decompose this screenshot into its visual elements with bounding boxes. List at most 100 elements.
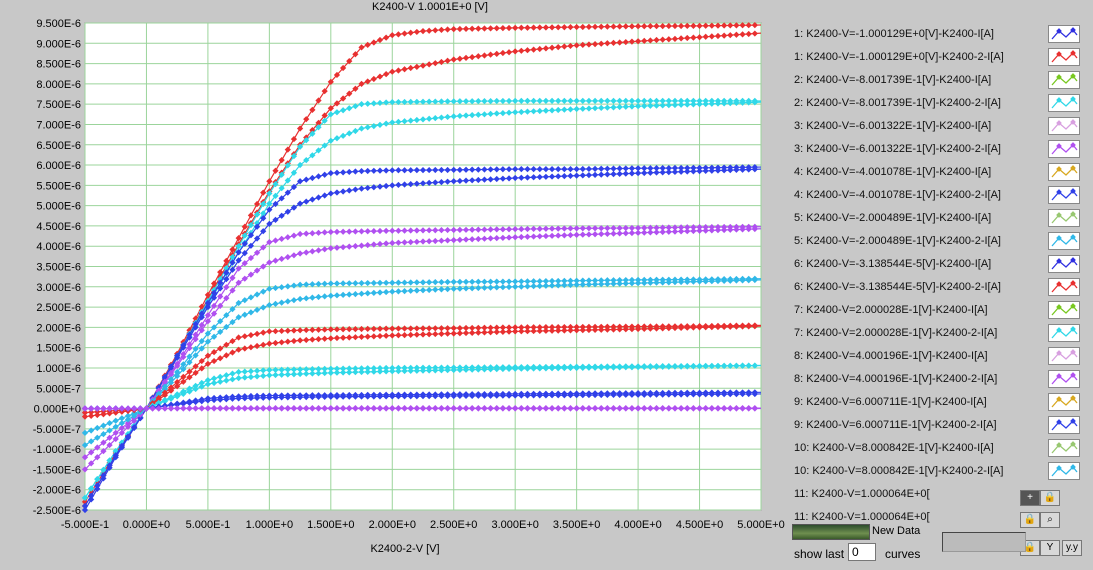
- legend-label: 4: K2400-V=-4.001078E-1[V]-K2400-2-I[A]: [794, 189, 1001, 201]
- legend-item[interactable]: 8: K2400-V=4.000196E-1[V]-K2400-2-I[A]: [790, 369, 1090, 389]
- legend-plot-swatch[interactable]: [1048, 462, 1080, 480]
- data-point: [505, 328, 513, 335]
- legend-item[interactable]: 6: K2400-V=-3.138544E-5[V]-K2400-I[A]: [790, 254, 1090, 274]
- data-point: [210, 349, 218, 356]
- data-point: [383, 288, 390, 296]
- data-point: [210, 294, 218, 301]
- data-point: [462, 285, 470, 292]
- data-point: [290, 282, 298, 289]
- data-point: [481, 284, 488, 291]
- data-point: [634, 325, 642, 333]
- legend-item[interactable]: 2: K2400-V=-8.001739E-1[V]-K2400-2-I[A]: [790, 93, 1090, 113]
- data-point: [462, 236, 470, 243]
- data-point: [413, 279, 420, 286]
- legend-plot-swatch[interactable]: [1048, 439, 1080, 457]
- legend-plot-swatch[interactable]: [1048, 255, 1080, 273]
- y-scale-icon[interactable]: Y: [1040, 540, 1060, 556]
- data-point: [456, 285, 463, 292]
- x-tick-label: 3.500E+0: [553, 519, 600, 531]
- data-point: [481, 176, 488, 183]
- data-point: [634, 38, 642, 45]
- data-point: [253, 342, 261, 350]
- y-tick-label: 5.000E-7: [36, 383, 81, 395]
- zoom-tool-icon[interactable]: ⌕: [1040, 512, 1060, 528]
- crosshair-tool-icon[interactable]: +: [1020, 490, 1040, 506]
- legend-plot-swatch[interactable]: [1048, 163, 1080, 181]
- legend-item[interactable]: 5: K2400-V=-2.000489E-1[V]-K2400-2-I[A]: [790, 231, 1090, 251]
- legend-plot-swatch[interactable]: [1048, 209, 1080, 227]
- legend-item[interactable]: 8: K2400-V=4.000196E-1[V]-K2400-I[A]: [790, 346, 1090, 366]
- data-point: [266, 285, 273, 292]
- data-point: [567, 323, 574, 331]
- data-point: [475, 278, 482, 285]
- legend-item[interactable]: 10: K2400-V=8.000842E-1[V]-K2400-2-I[A]: [790, 461, 1090, 481]
- data-point: [303, 176, 310, 183]
- data-point: [333, 292, 341, 299]
- legend-plot-swatch[interactable]: [1048, 71, 1080, 89]
- legend-plot-swatch[interactable]: [1048, 232, 1080, 250]
- legend-item[interactable]: 4: K2400-V=-4.001078E-1[V]-K2400-2-I[A]: [790, 185, 1090, 205]
- data-point: [327, 326, 334, 333]
- legend-item[interactable]: 9: K2400-V=6.000711E-1[V]-K2400-2-I[A]: [790, 415, 1090, 435]
- legend-plot-swatch[interactable]: [1048, 301, 1080, 319]
- legend-plot-swatch[interactable]: [1048, 324, 1080, 342]
- data-point: [677, 101, 685, 108]
- legend-item[interactable]: 5: K2400-V=-2.000489E-1[V]-K2400-I[A]: [790, 208, 1090, 228]
- data-point: [186, 334, 193, 341]
- legend-plot-swatch[interactable]: [1048, 347, 1080, 365]
- legend-item[interactable]: 10: K2400-V=8.000842E-1[V]-K2400-I[A]: [790, 438, 1090, 458]
- legend-item[interactable]: 3: K2400-V=-6.001322E-1[V]-K2400-I[A]: [790, 116, 1090, 136]
- legend-item[interactable]: 1: K2400-V=-1.000129E+0[V]-K2400-2-I[A]: [790, 47, 1090, 67]
- legend-item[interactable]: 9: K2400-V=6.000711E-1[V]-K2400-I[A]: [790, 392, 1090, 412]
- legend-item[interactable]: 2: K2400-V=-8.001739E-1[V]-K2400-I[A]: [790, 70, 1090, 90]
- legend-item[interactable]: 7: K2400-V=2.000028E-1[V]-K2400-2-I[A]: [790, 323, 1090, 343]
- data-point: [247, 221, 255, 229]
- data-point: [241, 232, 248, 239]
- data-point: [309, 336, 316, 343]
- data-point: [303, 295, 310, 302]
- data-point: [272, 237, 279, 244]
- legend-label: 6: K2400-V=-3.138544E-5[V]-K2400-I[A]: [794, 258, 992, 270]
- legend-plot-swatch[interactable]: [1048, 48, 1080, 66]
- data-point: [364, 279, 371, 287]
- y-format-icon[interactable]: y.y: [1062, 540, 1082, 556]
- data-point: [315, 336, 322, 343]
- data-point: [481, 329, 488, 336]
- legend-plot-swatch[interactable]: [1048, 117, 1080, 135]
- legend-item[interactable]: 4: K2400-V=-4.001078E-1[V]-K2400-I[A]: [790, 162, 1090, 182]
- data-point: [450, 278, 457, 286]
- legend-item[interactable]: 7: K2400-V=2.000028E-1[V]-K2400-I[A]: [790, 300, 1090, 320]
- legend-item[interactable]: 3: K2400-V=-6.001322E-1[V]-K2400-2-I[A]: [790, 139, 1090, 159]
- data-point: [610, 326, 617, 333]
- data-point: [512, 328, 519, 335]
- data-point: [321, 192, 328, 199]
- data-point: [395, 279, 402, 286]
- legend-plot-swatch[interactable]: [1048, 140, 1080, 158]
- data-point: [561, 323, 568, 331]
- plot-title: K2400-V 1.0001E+0 [V]: [372, 1, 488, 13]
- legend-label: 2: K2400-V=-8.001739E-1[V]-K2400-I[A]: [794, 74, 992, 86]
- data-point: [432, 279, 439, 286]
- legend-item[interactable]: 1: K2400-V=-1.000129E+0[V]-K2400-I[A]: [790, 24, 1090, 44]
- data-point: [462, 177, 470, 184]
- y-tick-label: 5.500E-6: [36, 180, 81, 192]
- data-point: [321, 326, 328, 333]
- legend-item[interactable]: 6: K2400-V=-3.138544E-5[V]-K2400-2-I[A]: [790, 277, 1090, 297]
- lock-x-icon[interactable]: 🔒: [1040, 490, 1060, 506]
- data-point: [327, 170, 334, 177]
- data-point: [505, 283, 513, 291]
- data-point: [518, 278, 525, 285]
- legend-plot-swatch[interactable]: [1048, 25, 1080, 43]
- show-last-input[interactable]: [848, 543, 876, 561]
- data-point: [493, 324, 500, 331]
- legend-plot-swatch[interactable]: [1048, 94, 1080, 112]
- legend-plot-swatch[interactable]: [1048, 186, 1080, 204]
- legend-plot-swatch[interactable]: [1048, 370, 1080, 388]
- legend-plot-swatch[interactable]: [1048, 278, 1080, 296]
- lock-y-icon[interactable]: 🔒: [1020, 512, 1040, 528]
- data-point: [327, 335, 334, 342]
- legend-plot-swatch[interactable]: [1048, 393, 1080, 411]
- data-point: [272, 284, 279, 292]
- data-point: [426, 331, 433, 338]
- legend-plot-swatch[interactable]: [1048, 416, 1080, 434]
